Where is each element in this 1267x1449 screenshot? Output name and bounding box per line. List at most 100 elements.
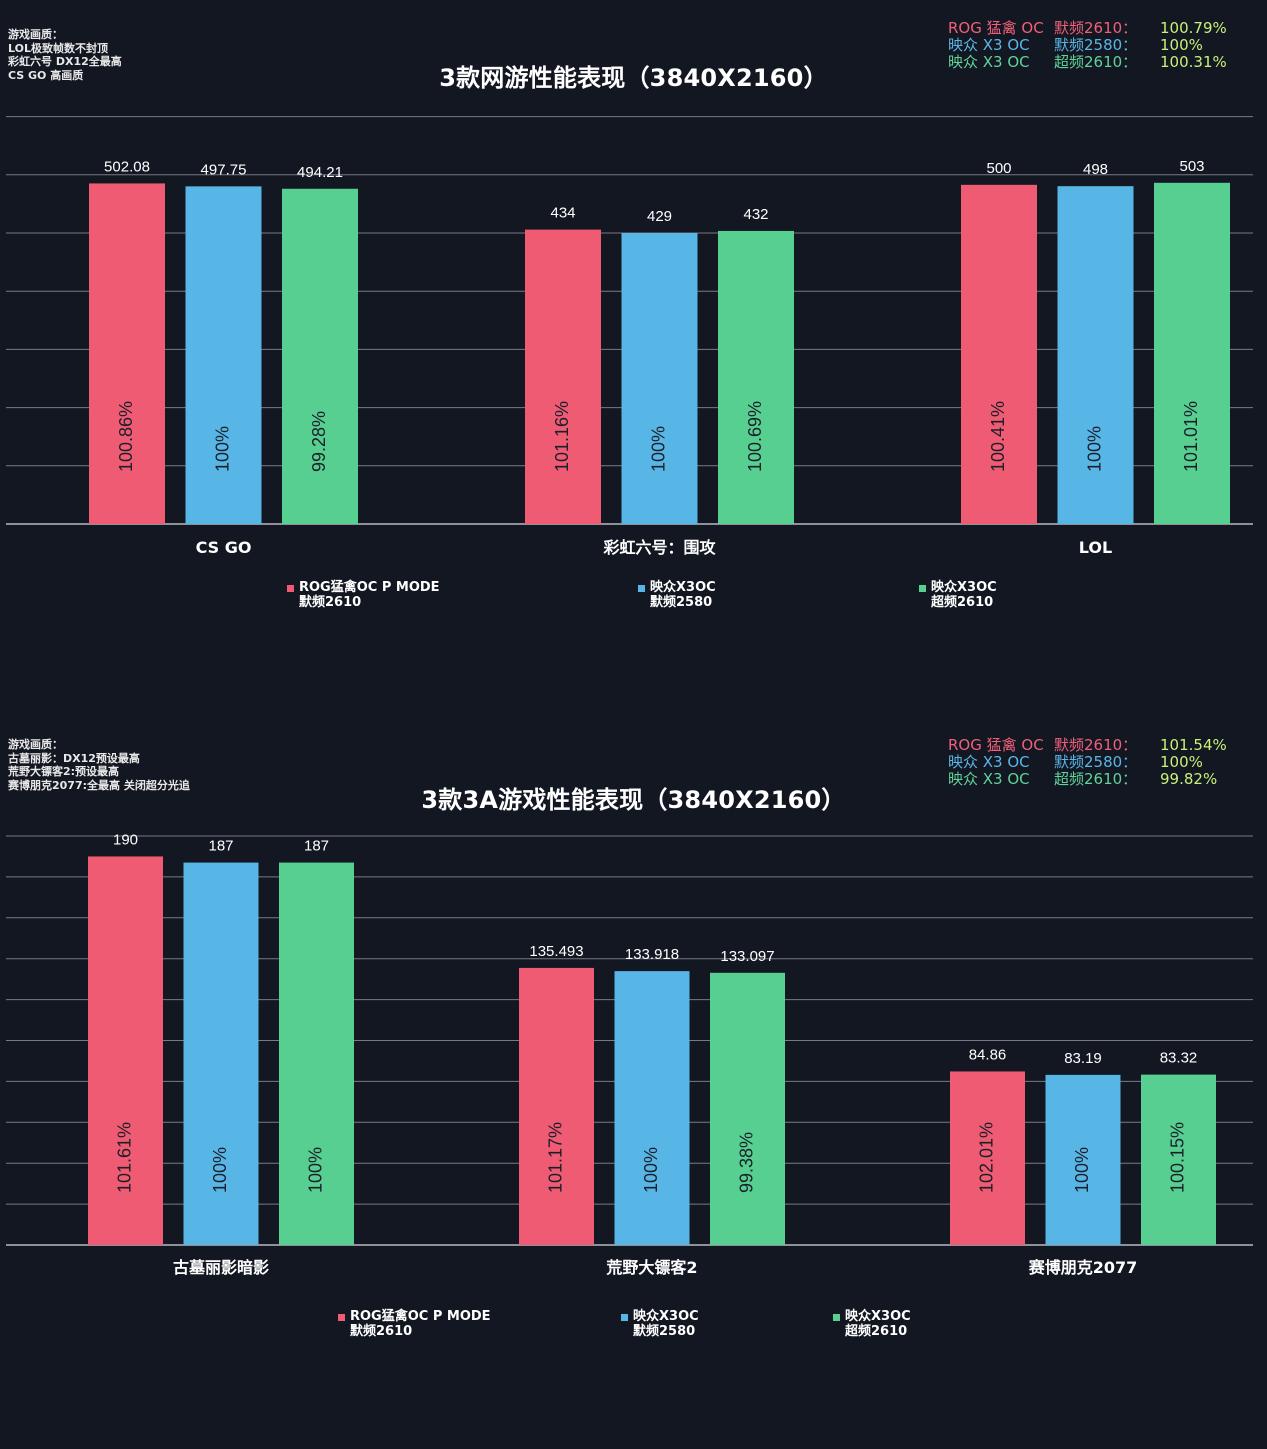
bar-percent-label: 100% [1072, 1147, 1092, 1193]
bar [961, 184, 1037, 525]
bar [183, 862, 259, 1245]
summary-gpu: 映众 X3 OC [948, 753, 1030, 771]
bar-percent-label: 100% [648, 426, 668, 472]
bar [950, 1071, 1025, 1245]
legend-label: 映众X3OC 默频2580 [633, 1309, 699, 1339]
bar [88, 856, 163, 1245]
category-label: 彩虹六号：围攻 [602, 538, 716, 557]
bar-value-label: 500 [986, 160, 1011, 177]
legend-label: 映众X3OC 超频2610 [845, 1309, 911, 1339]
bar [614, 971, 690, 1245]
bar-value-label: 429 [647, 208, 672, 225]
chart-title: 3款网游性能表现（3840X2160） [439, 64, 828, 92]
summary-clock: 默频2580： [1054, 753, 1138, 771]
summary-gpu: 映众 X3 OC [948, 36, 1030, 54]
bar-value-label: 432 [743, 206, 768, 223]
category-label: 赛博朋克2077 [1028, 1258, 1138, 1277]
bar-value-label: 190 [113, 831, 138, 848]
bar [1141, 1074, 1216, 1245]
summary-percent: 99.82% [1160, 770, 1218, 788]
bar-percent-label: 101.61% [114, 1122, 134, 1193]
legend-label: 映众X3OC 默频2580 [650, 580, 716, 610]
summary-percent: 100.31% [1160, 53, 1227, 71]
bar [621, 232, 698, 524]
summary-gpu: ROG 猛禽 OC [948, 19, 1044, 37]
bar-value-label: 83.19 [1064, 1050, 1102, 1067]
summary-gpu: 映众 X3 OC [948, 770, 1030, 788]
summary-clock: 默频2610： [1054, 736, 1138, 754]
bar-percent-label: 100% [212, 426, 232, 472]
category-label: 荒野大镖客2 [605, 1258, 697, 1277]
bar-percent-label: 101.16% [552, 401, 572, 472]
category-label: CS GO [196, 538, 252, 557]
bar-value-label: 434 [550, 205, 575, 222]
legend-swatch [919, 585, 926, 592]
bar-percent-label: 100% [641, 1147, 661, 1193]
bar-percent-label: 102.01% [976, 1122, 996, 1193]
bar [718, 230, 794, 524]
chart-panel-aaa-games: 游戏画质： 古墓丽影：DX12预设最高 荒野大镖客2:预设最高 赛博朋克2077… [0, 720, 1267, 1440]
bar-percent-label: 100% [210, 1147, 230, 1193]
summary-gpu: ROG 猛禽 OC [948, 736, 1044, 754]
legend-swatch [287, 585, 294, 592]
note-line: CS GO 高画质 [8, 68, 84, 82]
bar-value-label: 84.86 [969, 1046, 1007, 1063]
bar [1154, 182, 1230, 524]
bar-value-label: 503 [1179, 158, 1204, 175]
chart-panel-online-games: 游戏画质： LOL极致帧数不封顶 彩虹六号 DX12全最高 CS GO 高画质 … [0, 0, 1267, 700]
note-line: LOL极致帧数不封顶 [8, 41, 108, 55]
category-label: 古墓丽影暗影 [173, 1258, 269, 1277]
bar-value-label: 133.918 [625, 946, 679, 963]
summary-clock: 超频2610： [1054, 53, 1138, 71]
chart-title: 3款3A游戏性能表现（3840X2160） [421, 786, 846, 814]
note-line: 游戏画质： [8, 28, 63, 41]
bar [519, 967, 594, 1245]
summary-percent: 101.54% [1160, 736, 1227, 754]
bar-percent-label: 101.17% [545, 1122, 565, 1193]
bar [89, 183, 165, 524]
bar [282, 188, 358, 525]
legend-label: 映众X3OC 超频2610 [931, 580, 997, 610]
settings-notes: 游戏画质： 古墓丽影：DX12预设最高 荒野大镖客2:预设最高 赛博朋克2077… [8, 738, 190, 792]
bar-value-label: 497.75 [201, 161, 247, 178]
summary-percent: 100.79% [1160, 19, 1227, 37]
bar-percent-label: 100.86% [116, 401, 136, 472]
note-line: 赛博朋克2077:全最高 关闭超分光追 [8, 778, 190, 792]
bar-value-label: 498 [1083, 161, 1108, 178]
summary-clock: 默频2580： [1054, 36, 1138, 54]
bar [525, 229, 601, 524]
category-label: LOL [1079, 538, 1112, 557]
bar-chart-plot: 502.08 100.86% 497.75 100% 494.21 99.28% CS GO… [6, 116, 1253, 557]
bar-percent-label: 99.38% [736, 1132, 756, 1193]
bar-percent-label: 99.28% [309, 411, 329, 472]
summary-clock: 超频2610： [1054, 770, 1138, 788]
legend-swatch [638, 585, 645, 592]
bar [710, 972, 785, 1245]
bar-percent-label: 100.41% [988, 401, 1008, 472]
settings-notes: 游戏画质： LOL极致帧数不封顶 彩虹六号 DX12全最高 CS GO 高画质 [8, 28, 122, 82]
bar-value-label: 502.08 [104, 158, 150, 175]
summary-gpu: 映众 X3 OC [948, 53, 1030, 71]
summary-clock: 默频2610： [1054, 19, 1138, 37]
bar-percent-label: 101.01% [1181, 401, 1201, 472]
summary-percent: 100% [1160, 753, 1203, 771]
bar-value-label: 494.21 [297, 164, 343, 181]
bar-percent-label: 100% [305, 1147, 325, 1193]
bar [1045, 1074, 1121, 1245]
legend-swatch [621, 1314, 628, 1321]
note-line: 游戏画质： [8, 738, 63, 751]
bar [185, 186, 262, 524]
bar [1057, 186, 1134, 524]
legend-swatch [833, 1314, 840, 1321]
note-line: 古墓丽影：DX12预设最高 [8, 751, 140, 765]
note-line: 彩虹六号 DX12全最高 [8, 55, 122, 68]
bar-percent-label: 100% [1084, 426, 1104, 472]
bar-chart-plot: 190 101.61% 187 100% 187 100% 古墓丽影暗影 135.493 101… [6, 831, 1253, 1277]
bar-value-label: 83.32 [1160, 1050, 1198, 1067]
legend-label: ROG猛禽OC P MODE 默频2610 [299, 580, 440, 610]
bar-value-label: 187 [208, 838, 233, 855]
legend-label: ROG猛禽OC P MODE 默频2610 [350, 1309, 491, 1339]
legend-swatch [338, 1314, 345, 1321]
note-line: 荒野大镖客2:预设最高 [8, 765, 120, 778]
bar [279, 862, 354, 1245]
